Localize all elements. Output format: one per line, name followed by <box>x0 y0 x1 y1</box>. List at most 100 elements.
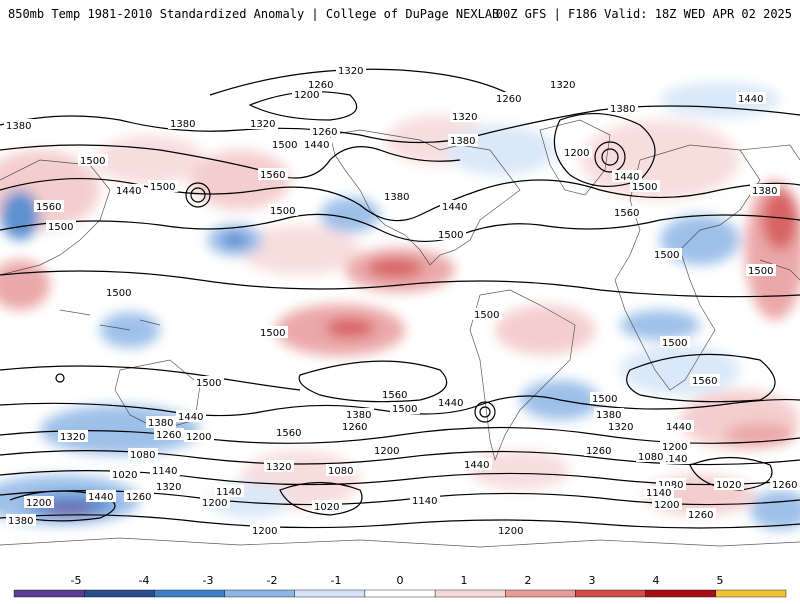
contour-label: 1380 <box>450 136 475 147</box>
contour-label: 1080 <box>130 450 155 461</box>
contour-label: 1260 <box>156 430 181 441</box>
contour-label: 1500 <box>260 328 285 339</box>
contour-label: 1020 <box>112 470 137 481</box>
model-run-info: 00Z GFS | F186 Valid: 18Z WED APR 02 202… <box>495 7 792 21</box>
contour-label: 1020 <box>716 480 741 491</box>
contour-label: 1260 <box>688 510 713 521</box>
contour-label: 1200 <box>202 498 227 509</box>
contour-label: 1440 <box>442 202 467 213</box>
contour-label: 1380 <box>346 410 371 421</box>
contour-label: 1260 <box>308 80 333 91</box>
contour-label: 1500 <box>392 404 417 415</box>
contour-label: 1320 <box>550 80 575 91</box>
colorbar-segment <box>294 589 366 598</box>
contour-label: 1320 <box>608 422 633 433</box>
contour-label: 1380 <box>596 410 621 421</box>
colorbar-svg: -5 -4 -3 -2 -1 0 1 2 3 4 5 <box>13 574 787 598</box>
contour-label: 1440 <box>178 412 203 423</box>
contour-label: 1500 <box>106 288 131 299</box>
colorbar-segment <box>645 589 717 598</box>
contour-label: 1200 <box>564 148 589 159</box>
colorbar-tick: 1 <box>461 574 468 587</box>
colorbar-tick: 2 <box>525 574 532 587</box>
contour-label: 1320 <box>156 482 181 493</box>
contour-label: 1320 <box>250 119 275 130</box>
contour-label: 1200 <box>654 500 679 511</box>
contour-label: 1200 <box>186 432 211 443</box>
colorbar-segment <box>154 589 225 598</box>
contour-label: 1080 <box>658 480 683 491</box>
contour-label: 1500 <box>80 156 105 167</box>
colorbar-tick: -2 <box>267 574 278 587</box>
colorbar-ticks: -5 -4 -3 -2 -1 0 1 2 3 4 5 <box>71 574 724 587</box>
contour-label: 1440 <box>438 398 463 409</box>
contour-label: 1500 <box>592 394 617 405</box>
colorbar-tick: 4 <box>653 574 660 587</box>
colorbar-tick: 0 <box>397 574 404 587</box>
colorbar-segment <box>13 589 85 598</box>
contour-label: 1440 <box>116 186 141 197</box>
contour-label: 1260 <box>586 446 611 457</box>
contour-label: 1380 <box>6 121 31 132</box>
contour-label: 1260 <box>342 422 367 433</box>
colorbar-tick: 3 <box>589 574 596 587</box>
map-panel[interactable]: 1320 1260 1200 1380 1380 1320 1260 1320 … <box>0 40 800 559</box>
contour-label: 1200 <box>662 442 687 453</box>
contour-label: 1500 <box>474 310 499 321</box>
contour-label: 1200 <box>374 446 399 457</box>
contour-label: 1560 <box>260 170 285 181</box>
contour-label: 1380 <box>170 119 195 130</box>
contour-label: 1500 <box>748 266 773 277</box>
contour-label: 1320 <box>452 112 477 123</box>
contour-label: 1560 <box>36 202 61 213</box>
contour-label: 1500 <box>662 338 687 349</box>
contour-label: 1140 <box>152 466 177 477</box>
contour-label: 1500 <box>196 378 221 389</box>
contour-label: 1320 <box>60 432 85 443</box>
contour-label: 1380 <box>8 516 33 527</box>
colorbar-segment <box>575 589 646 598</box>
colorbar-segment <box>434 589 506 598</box>
contour-label: 1260 <box>496 94 521 105</box>
contour-label: 1560 <box>276 428 301 439</box>
contour-label: 1500 <box>150 182 175 193</box>
colorbar-tick: -4 <box>139 574 150 587</box>
contour-label: 1140 <box>662 454 687 465</box>
colorbar-segment <box>364 589 436 598</box>
colorbar-tick: 5 <box>717 574 724 587</box>
contour-label: 1140 <box>216 487 241 498</box>
contour-label: 1080 <box>328 466 353 477</box>
contour-label: 1440 <box>614 172 639 183</box>
contour-label: 1500 <box>632 182 657 193</box>
contour-label: 1140 <box>412 496 437 507</box>
contour-label: 1440 <box>88 492 113 503</box>
contour-label: 1080 <box>638 452 663 463</box>
map-canvas: 1320 1260 1200 1380 1380 1320 1260 1320 … <box>0 64 800 548</box>
contour-label: 1440 <box>304 140 329 151</box>
contour-label: 1560 <box>692 376 717 387</box>
contour-label: 1560 <box>614 208 639 219</box>
contour-label: 1260 <box>312 127 337 138</box>
header: 850mb Temp 1981-2010 Standardized Anomal… <box>0 0 800 30</box>
contour-label: 1440 <box>666 422 691 433</box>
colorbar-segment <box>224 589 295 598</box>
contour-label: 1020 <box>314 502 339 513</box>
contour-label: 1260 <box>126 492 151 503</box>
colorbar-tick: -3 <box>203 574 214 587</box>
contour-label: 1380 <box>148 418 173 429</box>
contour-label: 1200 <box>252 526 277 537</box>
contour-label: 1200 <box>26 498 51 509</box>
contour-label: 1200 <box>294 90 319 101</box>
contour-label: 1260 <box>772 480 797 491</box>
contour-label: 1500 <box>270 206 295 217</box>
contour-label: 1560 <box>382 390 407 401</box>
colorbar-tick: -5 <box>71 574 82 587</box>
map-title: 850mb Temp 1981-2010 Standardized Anomal… <box>8 7 500 21</box>
colorbar-segment <box>83 589 155 598</box>
contour-label: 1500 <box>438 230 463 241</box>
contour-label: 1140 <box>646 488 671 499</box>
contour-label: 1200 <box>498 526 523 537</box>
colorbar-segment <box>715 589 787 598</box>
contour-label: 1500 <box>272 140 297 151</box>
contour-label: 1500 <box>48 222 73 233</box>
